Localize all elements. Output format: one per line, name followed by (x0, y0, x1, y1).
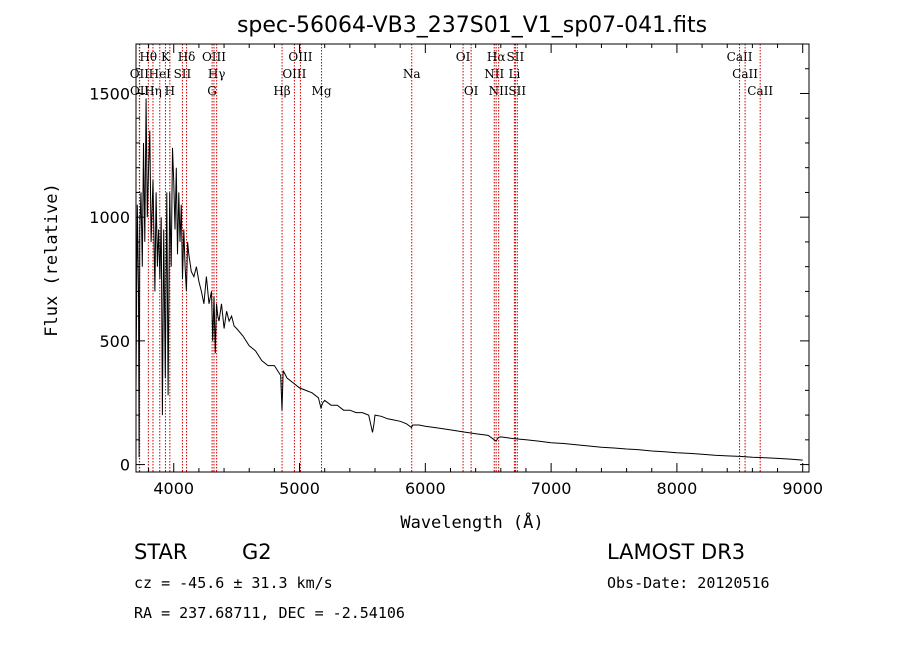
spectral-line-label: OIII (288, 50, 312, 64)
x-tick-label: 9000 (782, 479, 823, 498)
y-tick-label: 0 (120, 456, 130, 475)
axes: 4000 5000 6000 7000 8000 9000 0 500 1000 1500 (89, 43, 823, 498)
spectral-line-label: Hθ (139, 50, 157, 64)
chart-title: spec-56064-VB3_237S01_V1_sp07-041.fits (237, 13, 707, 38)
x-tick-label: 7000 (531, 479, 572, 498)
redshift-info: cz = -45.6 ± 31.3 km/s (134, 574, 333, 592)
spectral-line-label: G (207, 84, 217, 98)
x-tick-label: 4000 (153, 479, 194, 498)
spectral-line-label: Hβ (273, 84, 290, 98)
spectral-line-markers: Hθ Hη HeI K H SII Hδ OIII Hγ G Hβ OIII OIII Mg Na OI OI N… (130, 44, 773, 472)
spectral-line-label: CaII (747, 84, 773, 98)
spectral-line-label: Hγ (208, 67, 226, 81)
spectral-line-label: NII (489, 84, 509, 98)
spectral-line-label: OI (464, 84, 479, 98)
survey-name: LAMOST DR3 (607, 540, 746, 564)
x-tick-label: 8000 (657, 479, 698, 498)
spectral-line-label: Mg (312, 84, 332, 98)
spectral-line-label: Na (403, 67, 421, 81)
x-axis-label: Wavelength (Å) (400, 511, 543, 533)
spectral-line-label: SII (174, 67, 192, 81)
spectral-line-label: Li (508, 67, 520, 81)
y-axis-label: Flux (relative) (42, 183, 62, 337)
object-class: STAR (134, 540, 188, 564)
spectral-line-label: H (165, 84, 175, 98)
spectral-line-label: OII (130, 84, 150, 98)
spectral-line-label: CaII (727, 50, 753, 64)
x-tick-label: 5000 (279, 479, 320, 498)
object-subclass: G2 (242, 540, 272, 564)
spectral-line-label: OIII (282, 67, 306, 81)
spectral-line-label: Hη (144, 84, 162, 98)
spectral-line-label: Hδ (178, 50, 196, 64)
y-tick-label: 1000 (89, 208, 130, 227)
spectral-line-label: SII (508, 84, 526, 98)
spectral-line-label: HeI (149, 67, 172, 81)
y-tick-label: 500 (99, 332, 130, 351)
plot-frame (135, 43, 810, 473)
spectrum-layer (135, 98, 803, 461)
spectral-line-label: SII (507, 50, 525, 64)
spectral-line-label: OI (456, 50, 471, 64)
y-tick-label: 1500 (89, 84, 130, 103)
spectral-line-label: Hα (487, 50, 506, 64)
x-tick-label: 6000 (405, 479, 446, 498)
obs-date: Obs-Date: 20120516 (607, 574, 770, 592)
coordinates: RA = 237.68711, DEC = -2.54106 (134, 604, 405, 622)
spectral-line-label: OIII (202, 50, 226, 64)
spectral-line-label: NII (484, 67, 504, 81)
spectrum-line (135, 98, 803, 461)
spectral-line-label: CaII (732, 67, 758, 81)
spectral-line-label: K (161, 50, 171, 64)
